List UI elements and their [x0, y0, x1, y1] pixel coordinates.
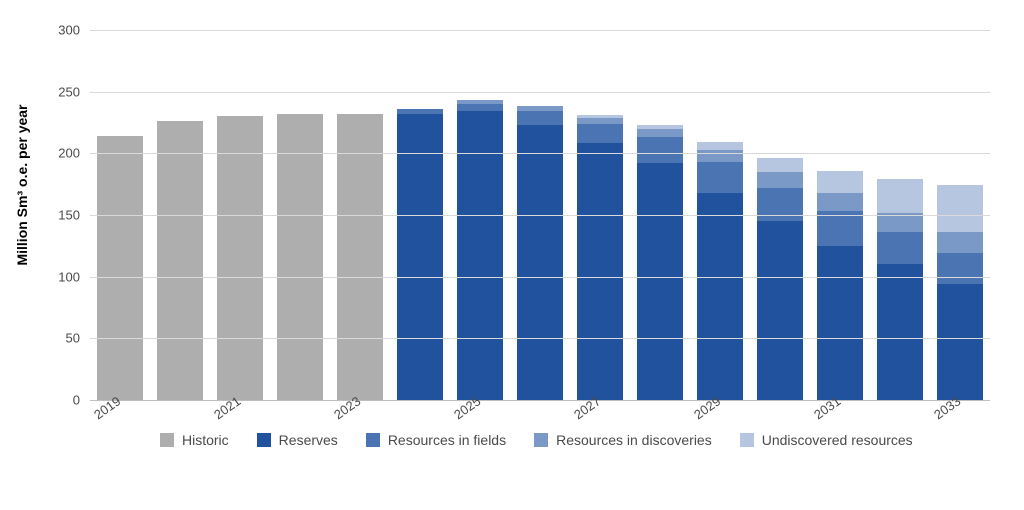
- chart-container: Million Sm³ o.e. per year 05010015020025…: [0, 0, 1024, 510]
- y-axis-title: Million Sm³ o.e. per year: [14, 0, 30, 370]
- bar-stack: [157, 121, 204, 400]
- bar-segment-historic: [277, 114, 324, 400]
- grid-line: [90, 30, 990, 31]
- y-tick-label: 150: [58, 208, 90, 223]
- legend-item-res_disc: Resources in discoveries: [534, 432, 712, 448]
- bar-segment-res_disc: [637, 129, 684, 138]
- y-tick-label: 100: [58, 269, 90, 284]
- bar-segment-res_fields: [697, 162, 744, 193]
- bar-segment-reserves: [397, 114, 444, 400]
- legend-item-undisc: Undiscovered resources: [740, 432, 913, 448]
- bar-segment-reserves: [637, 163, 684, 400]
- y-tick-label: 250: [58, 84, 90, 99]
- bar-segment-res_fields: [577, 124, 624, 144]
- legend-label: Historic: [182, 432, 229, 448]
- bar-segment-res_disc: [817, 193, 864, 212]
- grid-line: [90, 215, 990, 216]
- bar-stack: [577, 115, 624, 400]
- bar-segment-reserves: [517, 125, 564, 400]
- bar-segment-res_disc: [697, 150, 744, 162]
- grid-line: [90, 277, 990, 278]
- bar-stack: [817, 171, 864, 400]
- bar-segment-undisc: [757, 158, 804, 172]
- grid-line: [90, 92, 990, 93]
- bar-stack: [217, 116, 264, 400]
- bar-stack: [697, 142, 744, 400]
- y-tick-label: 200: [58, 146, 90, 161]
- bar-segment-undisc: [697, 142, 744, 149]
- bar-segment-reserves: [697, 193, 744, 400]
- bar-segment-res_fields: [817, 211, 864, 246]
- bar-segment-historic: [337, 114, 384, 400]
- plot-area: 0501001502002503002019202120232025202720…: [90, 30, 990, 400]
- bar-stack: [757, 158, 804, 400]
- bar-segment-res_fields: [757, 188, 804, 221]
- legend-swatch: [160, 433, 174, 447]
- bar-segment-historic: [217, 116, 264, 400]
- bar-segment-undisc: [817, 171, 864, 193]
- bar-stack: [337, 114, 384, 400]
- bar-stack: [937, 185, 984, 400]
- legend-item-res_fields: Resources in fields: [366, 432, 506, 448]
- bar-segment-reserves: [457, 111, 504, 400]
- legend-label: Resources in discoveries: [556, 432, 712, 448]
- bar-segment-res_fields: [877, 232, 924, 264]
- bar-segment-res_fields: [637, 137, 684, 163]
- bar-segment-undisc: [937, 185, 984, 232]
- bar-segment-reserves: [877, 264, 924, 400]
- bar-segment-res_fields: [457, 104, 504, 111]
- bar-stack: [277, 114, 324, 400]
- bar-stack: [517, 106, 564, 400]
- legend-swatch: [534, 433, 548, 447]
- y-tick-label: 300: [58, 23, 90, 38]
- legend-swatch: [257, 433, 271, 447]
- bar-segment-historic: [157, 121, 204, 400]
- bar-segment-res_disc: [757, 172, 804, 188]
- legend-swatch: [740, 433, 754, 447]
- bar-stack: [97, 136, 144, 400]
- bar-segment-res_fields: [937, 253, 984, 284]
- bar-segment-res_disc: [937, 232, 984, 253]
- grid-line: [90, 338, 990, 339]
- y-tick-label: 0: [73, 393, 90, 408]
- y-tick-label: 50: [66, 331, 90, 346]
- bar-stack: [637, 125, 684, 400]
- bar-segment-reserves: [937, 284, 984, 400]
- legend-label: Reserves: [279, 432, 338, 448]
- bar-segment-reserves: [757, 221, 804, 400]
- bar-segment-undisc: [877, 179, 924, 212]
- legend-label: Resources in fields: [388, 432, 506, 448]
- bar-stack: [877, 179, 924, 400]
- legend-item-reserves: Reserves: [257, 432, 338, 448]
- bar-stack: [457, 100, 504, 400]
- legend-label: Undiscovered resources: [762, 432, 913, 448]
- legend: Historic Reserves Resources in fields Resou…: [160, 432, 984, 448]
- legend-item-historic: Historic: [160, 432, 229, 448]
- bar-segment-res_fields: [517, 111, 564, 125]
- legend-swatch: [366, 433, 380, 447]
- grid-line: [90, 153, 990, 154]
- bar-segment-historic: [97, 136, 144, 400]
- bar-segment-reserves: [817, 246, 864, 400]
- bar-segment-reserves: [577, 143, 624, 400]
